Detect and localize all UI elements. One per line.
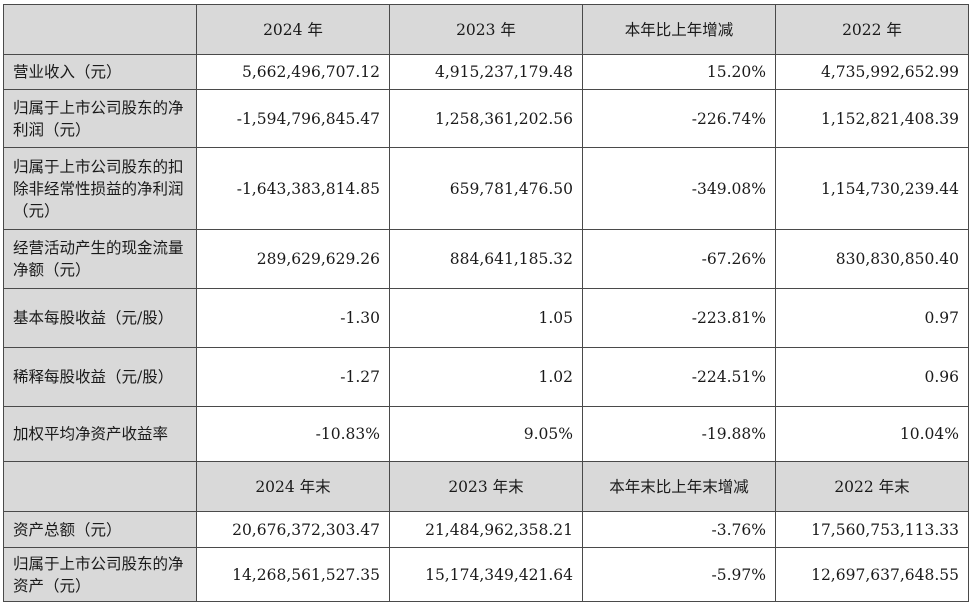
header-cell-2022: 2022 年 bbox=[775, 4, 969, 55]
table-cell: -226.74% bbox=[582, 89, 776, 148]
table-cell: 659,781,476.50 bbox=[389, 147, 583, 230]
financial-data-table: 2024 年 2023 年 本年比上年增减 2022 年 营业收入（元） 5,6… bbox=[3, 4, 969, 602]
row-label: 归属于上市公司股东的净利润（元） bbox=[3, 89, 197, 148]
table-cell: -1.27 bbox=[196, 347, 390, 407]
row-label: 归属于上市公司股东的扣除非经常性损益的净利润（元） bbox=[3, 147, 197, 230]
table-subheader-row: 2024 年末 2023 年末 本年末比上年末增减 2022 年末 bbox=[3, 461, 969, 512]
header-cell-2023: 2023 年 bbox=[389, 4, 583, 55]
table-row: 归属于上市公司股东的净资产（元） 14,268,561,527.35 15,17… bbox=[3, 547, 969, 602]
table-row: 归属于上市公司股东的扣除非经常性损益的净利润（元） -1,643,383,814… bbox=[3, 147, 969, 230]
row-label: 经营活动产生的现金流量净额（元） bbox=[3, 229, 197, 289]
row-label: 加权平均净资产收益率 bbox=[3, 406, 197, 462]
table-cell: -10.83% bbox=[196, 406, 390, 462]
table-cell: 10.04% bbox=[775, 406, 969, 462]
row-label: 基本每股收益（元/股） bbox=[3, 288, 197, 348]
table-cell: 5,662,496,707.12 bbox=[196, 54, 390, 90]
table-cell: 1.02 bbox=[389, 347, 583, 407]
table-cell: 14,268,561,527.35 bbox=[196, 547, 390, 602]
table-cell: 0.96 bbox=[775, 347, 969, 407]
subheader-cell-2023-end: 2023 年末 bbox=[389, 461, 583, 512]
header-cell-yoy-change: 本年比上年增减 bbox=[582, 4, 776, 55]
row-label: 归属于上市公司股东的净资产（元） bbox=[3, 547, 197, 602]
table-cell: 9.05% bbox=[389, 406, 583, 462]
table-row: 稀释每股收益（元/股） -1.27 1.02 -224.51% 0.96 bbox=[3, 347, 969, 407]
table-cell: 15,174,349,421.64 bbox=[389, 547, 583, 602]
subheader-cell-2024-end: 2024 年末 bbox=[196, 461, 390, 512]
table-row: 资产总额（元） 20,676,372,303.47 21,484,962,358… bbox=[3, 511, 969, 548]
table-header-row: 2024 年 2023 年 本年比上年增减 2022 年 bbox=[3, 4, 969, 55]
table-cell: 15.20% bbox=[582, 54, 776, 90]
table-cell: -5.97% bbox=[582, 547, 776, 602]
table-cell: 0.97 bbox=[775, 288, 969, 348]
table-row: 基本每股收益（元/股） -1.30 1.05 -223.81% 0.97 bbox=[3, 288, 969, 348]
table-row: 经营活动产生的现金流量净额（元） 289,629,629.26 884,641,… bbox=[3, 229, 969, 289]
table-cell: 21,484,962,358.21 bbox=[389, 511, 583, 548]
table-cell: 830,830,850.40 bbox=[775, 229, 969, 289]
table-cell: 4,915,237,179.48 bbox=[389, 54, 583, 90]
table-cell: 1,154,730,239.44 bbox=[775, 147, 969, 230]
header-cell-blank bbox=[3, 4, 197, 55]
table-cell: -349.08% bbox=[582, 147, 776, 230]
subheader-cell-yoy-change: 本年末比上年末增减 bbox=[582, 461, 776, 512]
table-cell: -67.26% bbox=[582, 229, 776, 289]
table-cell: 289,629,629.26 bbox=[196, 229, 390, 289]
subheader-cell-2022-end: 2022 年末 bbox=[775, 461, 969, 512]
row-label: 营业收入（元） bbox=[3, 54, 197, 90]
table-row: 营业收入（元） 5,662,496,707.12 4,915,237,179.4… bbox=[3, 54, 969, 90]
subheader-cell-blank bbox=[3, 461, 197, 512]
table-cell: -1.30 bbox=[196, 288, 390, 348]
table-cell: -223.81% bbox=[582, 288, 776, 348]
table-cell: 4,735,992,652.99 bbox=[775, 54, 969, 90]
table-cell: 1.05 bbox=[389, 288, 583, 348]
table-cell: -1,594,796,845.47 bbox=[196, 89, 390, 148]
row-label: 资产总额（元） bbox=[3, 511, 197, 548]
table-cell: 1,152,821,408.39 bbox=[775, 89, 969, 148]
table-cell: -224.51% bbox=[582, 347, 776, 407]
table-cell: 17,560,753,113.33 bbox=[775, 511, 969, 548]
table-cell: -19.88% bbox=[582, 406, 776, 462]
table-row: 加权平均净资产收益率 -10.83% 9.05% -19.88% 10.04% bbox=[3, 406, 969, 462]
table-cell: -1,643,383,814.85 bbox=[196, 147, 390, 230]
table-cell: 1,258,361,202.56 bbox=[389, 89, 583, 148]
header-cell-2024: 2024 年 bbox=[196, 4, 390, 55]
table-cell: -3.76% bbox=[582, 511, 776, 548]
table-row: 归属于上市公司股东的净利润（元） -1,594,796,845.47 1,258… bbox=[3, 89, 969, 148]
table-cell: 20,676,372,303.47 bbox=[196, 511, 390, 548]
table-cell: 12,697,637,648.55 bbox=[775, 547, 969, 602]
table-cell: 884,641,185.32 bbox=[389, 229, 583, 289]
row-label: 稀释每股收益（元/股） bbox=[3, 347, 197, 407]
